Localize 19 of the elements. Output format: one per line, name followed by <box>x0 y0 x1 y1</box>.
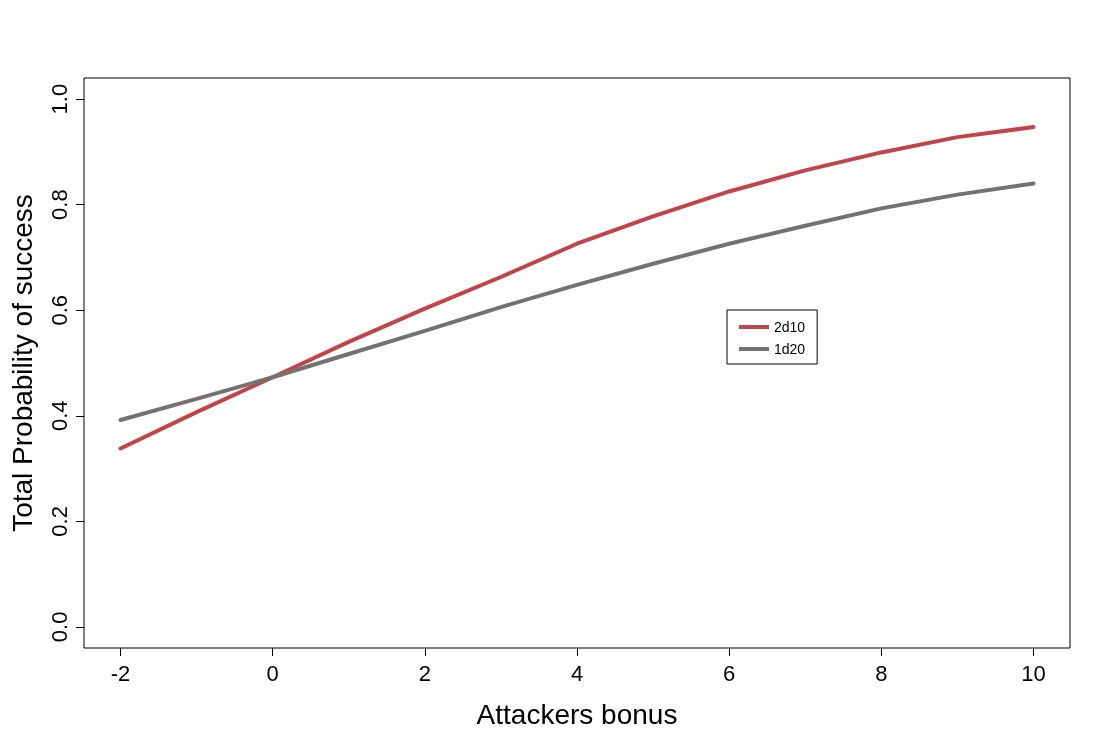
x-tick-label: 2 <box>418 660 431 686</box>
x-tick-label: -2 <box>110 660 131 686</box>
y-axis-title: Total Probability of success <box>6 194 38 532</box>
x-axis-title: Attackers bonus <box>476 698 678 730</box>
y-tick-label: 0.2 <box>46 506 72 537</box>
y-tick-label: 0.4 <box>46 400 72 432</box>
line-series <box>118 125 1036 451</box>
x-tick-label: 6 <box>723 660 736 686</box>
x-tick-label: 8 <box>875 660 888 686</box>
y-tick-label: 0.8 <box>46 189 72 220</box>
y-tick-label: 1.0 <box>46 83 72 115</box>
x-tick-label: 0 <box>266 660 279 686</box>
y-tick-label: 0.6 <box>46 294 72 326</box>
line-series <box>118 181 1036 422</box>
x-tick-label: 4 <box>570 660 584 686</box>
y-tick-label: 0.0 <box>46 611 72 643</box>
legend-label: 2d10 <box>774 319 806 335</box>
x-tick-label: 10 <box>1021 660 1046 686</box>
legend-label: 1d20 <box>774 341 806 357</box>
